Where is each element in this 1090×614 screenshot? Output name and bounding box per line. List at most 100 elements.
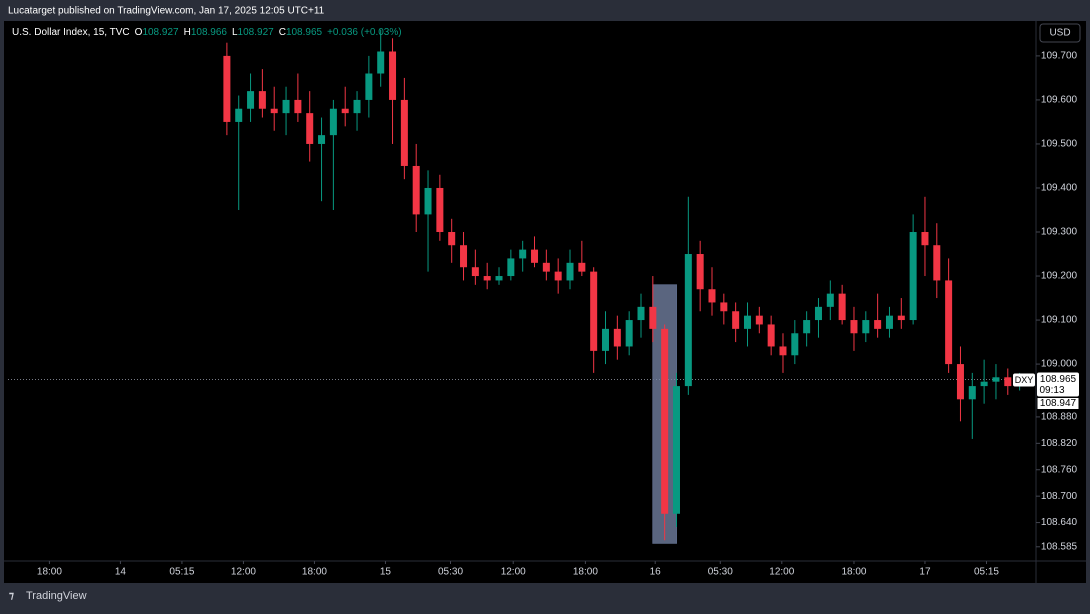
candle-body — [791, 333, 799, 356]
candle-body — [590, 271, 598, 351]
candle-body — [519, 249, 527, 259]
x-tick-label: 12:00 — [769, 567, 794, 578]
y-tick-label: 109.600 — [1041, 95, 1078, 106]
currency-button[interactable] — [1039, 23, 1081, 43]
x-tick-label: 17 — [919, 567, 931, 578]
y-tick-label: 108.820 — [1041, 438, 1078, 449]
y-tick-label: 108.585 — [1041, 541, 1078, 552]
candle-body — [732, 311, 740, 329]
candle-body — [933, 245, 941, 281]
last-price-tag-bg — [1037, 372, 1079, 397]
candle-body — [495, 276, 503, 281]
currency-label[interactable]: USD — [1049, 28, 1070, 39]
candle-body — [436, 187, 444, 233]
candle-body — [874, 320, 882, 329]
candle-body — [968, 386, 976, 400]
candle-body — [235, 108, 243, 122]
countdown: 09:13 — [1039, 385, 1064, 396]
logo-mark: ⁊ — [9, 591, 14, 602]
other-price-tag: 108.947 — [1040, 398, 1077, 409]
symbol-tag-bg — [1013, 373, 1035, 387]
candle-body — [341, 108, 349, 114]
candle-body — [531, 249, 539, 263]
candle-body — [306, 113, 314, 144]
ohlc-value: 108.965 — [286, 27, 323, 38]
x-tick-label: 05:30 — [708, 567, 733, 578]
y-tick-label: 109.400 — [1041, 183, 1078, 194]
y-tick-label: 108.640 — [1041, 517, 1078, 528]
candle-body — [684, 254, 692, 387]
candle-body — [992, 377, 1000, 382]
candle-body — [365, 73, 373, 100]
x-tick-label: 12:00 — [501, 567, 526, 578]
candle-body — [424, 187, 432, 215]
candle-body — [755, 315, 763, 325]
y-tick-label: 109.300 — [1041, 227, 1078, 238]
candle-body — [282, 99, 290, 114]
candle-body — [956, 364, 964, 400]
y-tick-label: 109.500 — [1041, 139, 1078, 150]
candle-body — [258, 91, 266, 109]
candle-body — [838, 293, 846, 321]
candle-body — [885, 315, 893, 329]
x-tick-label: 05:30 — [438, 567, 463, 578]
x-tick-label: 18:00 — [302, 567, 327, 578]
candle-body — [483, 276, 491, 281]
ohlc-key: L — [232, 27, 238, 38]
x-tick-label: 14 — [115, 567, 127, 578]
y-tick-label: 109.000 — [1041, 359, 1078, 370]
candle-body — [743, 315, 751, 329]
candle-body — [542, 262, 550, 272]
candle-body — [814, 306, 822, 321]
symbol-tag: DXY — [1015, 375, 1034, 385]
candle-body — [554, 271, 562, 281]
candle-body — [945, 280, 953, 365]
x-tick-label: 15 — [380, 567, 392, 578]
x-tick-label: 12:00 — [231, 567, 256, 578]
candle-body — [270, 108, 278, 114]
ohlc-value: 108.927 — [142, 27, 179, 38]
candle-body — [897, 315, 905, 321]
y-tick-label: 108.760 — [1041, 464, 1078, 475]
candle-body — [767, 324, 775, 347]
y-tick-label: 109.200 — [1041, 271, 1078, 282]
candle-body — [637, 306, 645, 321]
candle-body — [507, 258, 515, 277]
candle-body — [400, 99, 408, 166]
candle-body — [329, 108, 337, 136]
ohlc-value: 108.927 — [238, 27, 275, 38]
candle-body — [412, 165, 420, 215]
candle-body — [661, 328, 669, 514]
candle-body — [862, 320, 870, 334]
y-tick-label: 108.880 — [1041, 412, 1078, 423]
candle-body — [779, 346, 787, 356]
candle-body — [353, 99, 361, 114]
x-tick-label: 18:00 — [573, 567, 598, 578]
chart-panel — [4, 21, 1086, 583]
legend-line: U.S. Dollar Index, 15, TVC O108.927 H108.9… — [12, 27, 402, 38]
candle-body — [625, 320, 633, 347]
plot: 109.700 109.600 109.500 109.400 109.300 109.2… — [8, 29, 1080, 578]
candle-body — [803, 320, 811, 334]
x-tick-label: 18:00 — [37, 567, 62, 578]
ohlc-key: H — [184, 27, 191, 38]
y-tick-label: 109.700 — [1041, 51, 1078, 62]
candle-body — [471, 267, 479, 277]
candle-body — [578, 262, 586, 272]
candle-body — [909, 232, 917, 321]
candle-body — [921, 232, 929, 246]
other-price-tag-bg — [1036, 396, 1080, 410]
candle-body — [696, 254, 704, 290]
candle-body — [649, 306, 657, 329]
y-tick-label: 109.100 — [1041, 315, 1078, 326]
publisher: Lucatarget published on TradingView.com,… — [8, 6, 325, 17]
candle-body — [318, 135, 326, 144]
y-tick-label: 108.700 — [1041, 491, 1078, 502]
ohlc-key: O — [135, 27, 143, 38]
candle-body — [602, 328, 610, 351]
candle-body — [566, 262, 574, 281]
footer-brand: TradingView — [26, 590, 87, 602]
legend: U.S. Dollar Index, 15, TVC O108.927 H108.9… — [12, 27, 402, 38]
